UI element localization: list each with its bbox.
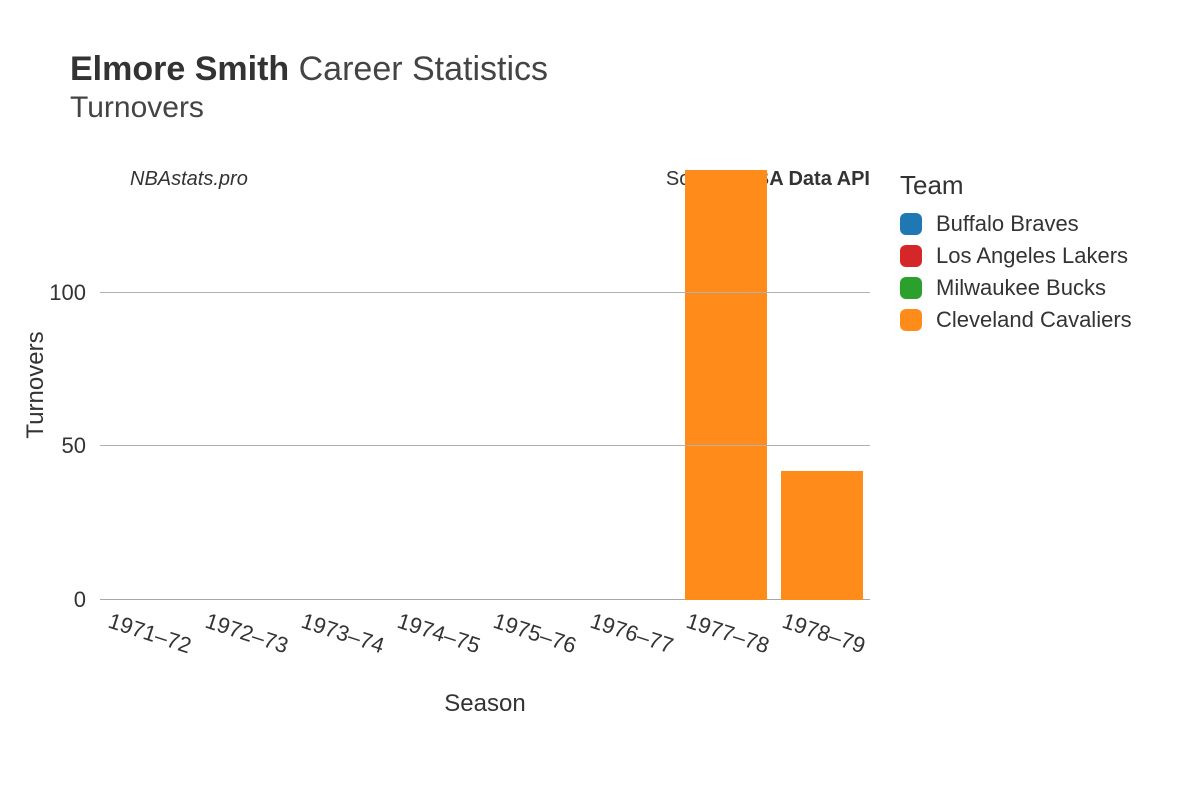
chart-subtitle: Turnovers [70, 91, 1170, 125]
y-tick-label: 0 [74, 587, 100, 613]
legend-swatch [900, 277, 922, 299]
chart-root: Elmore Smith Career Statistics Turnovers… [0, 0, 1200, 800]
x-axis-title: Season [100, 690, 870, 718]
title-suffix: Career Statistics [299, 50, 548, 88]
legend-item: Cleveland Cavaliers [900, 307, 1132, 333]
legend-swatch [900, 309, 922, 331]
x-tick-label: 1971–72 [105, 608, 194, 659]
bar [781, 471, 863, 600]
title-player: Elmore Smith [70, 50, 289, 88]
y-tick-label: 50 [62, 433, 100, 459]
legend-title: Team [900, 170, 1132, 201]
x-tick-label: 1973–74 [298, 608, 387, 659]
legend-label: Los Angeles Lakers [936, 243, 1128, 269]
legend: Team Buffalo Braves Los Angeles Lakers Mil… [900, 170, 1132, 339]
legend-swatch [900, 213, 922, 235]
x-tick-label: 1976–77 [587, 608, 676, 659]
bars-layer [100, 170, 870, 600]
legend-item: Los Angeles Lakers [900, 243, 1132, 269]
gridline [100, 445, 870, 446]
y-tick-label: 100 [49, 280, 100, 306]
x-tick-label: 1978–79 [779, 608, 868, 659]
legend-label: Milwaukee Bucks [936, 275, 1106, 301]
legend-label: Buffalo Braves [936, 211, 1079, 237]
plot-area: 0501001971–721972–731973–741974–751975–7… [100, 170, 870, 600]
x-tick-label: 1972–73 [202, 608, 291, 659]
chart-title-block: Elmore Smith Career Statistics Turnovers [70, 50, 1170, 125]
gridline [100, 292, 870, 293]
x-tick-label: 1974–75 [394, 608, 483, 659]
y-axis-title: Turnovers [22, 331, 50, 438]
chart-title: Elmore Smith Career Statistics [70, 50, 1170, 89]
bar [685, 170, 767, 600]
legend-label: Cleveland Cavaliers [936, 307, 1132, 333]
x-tick-label: 1977–78 [683, 608, 772, 659]
legend-swatch [900, 245, 922, 267]
legend-item: Buffalo Braves [900, 211, 1132, 237]
x-tick-label: 1975–76 [490, 608, 579, 659]
legend-item: Milwaukee Bucks [900, 275, 1132, 301]
